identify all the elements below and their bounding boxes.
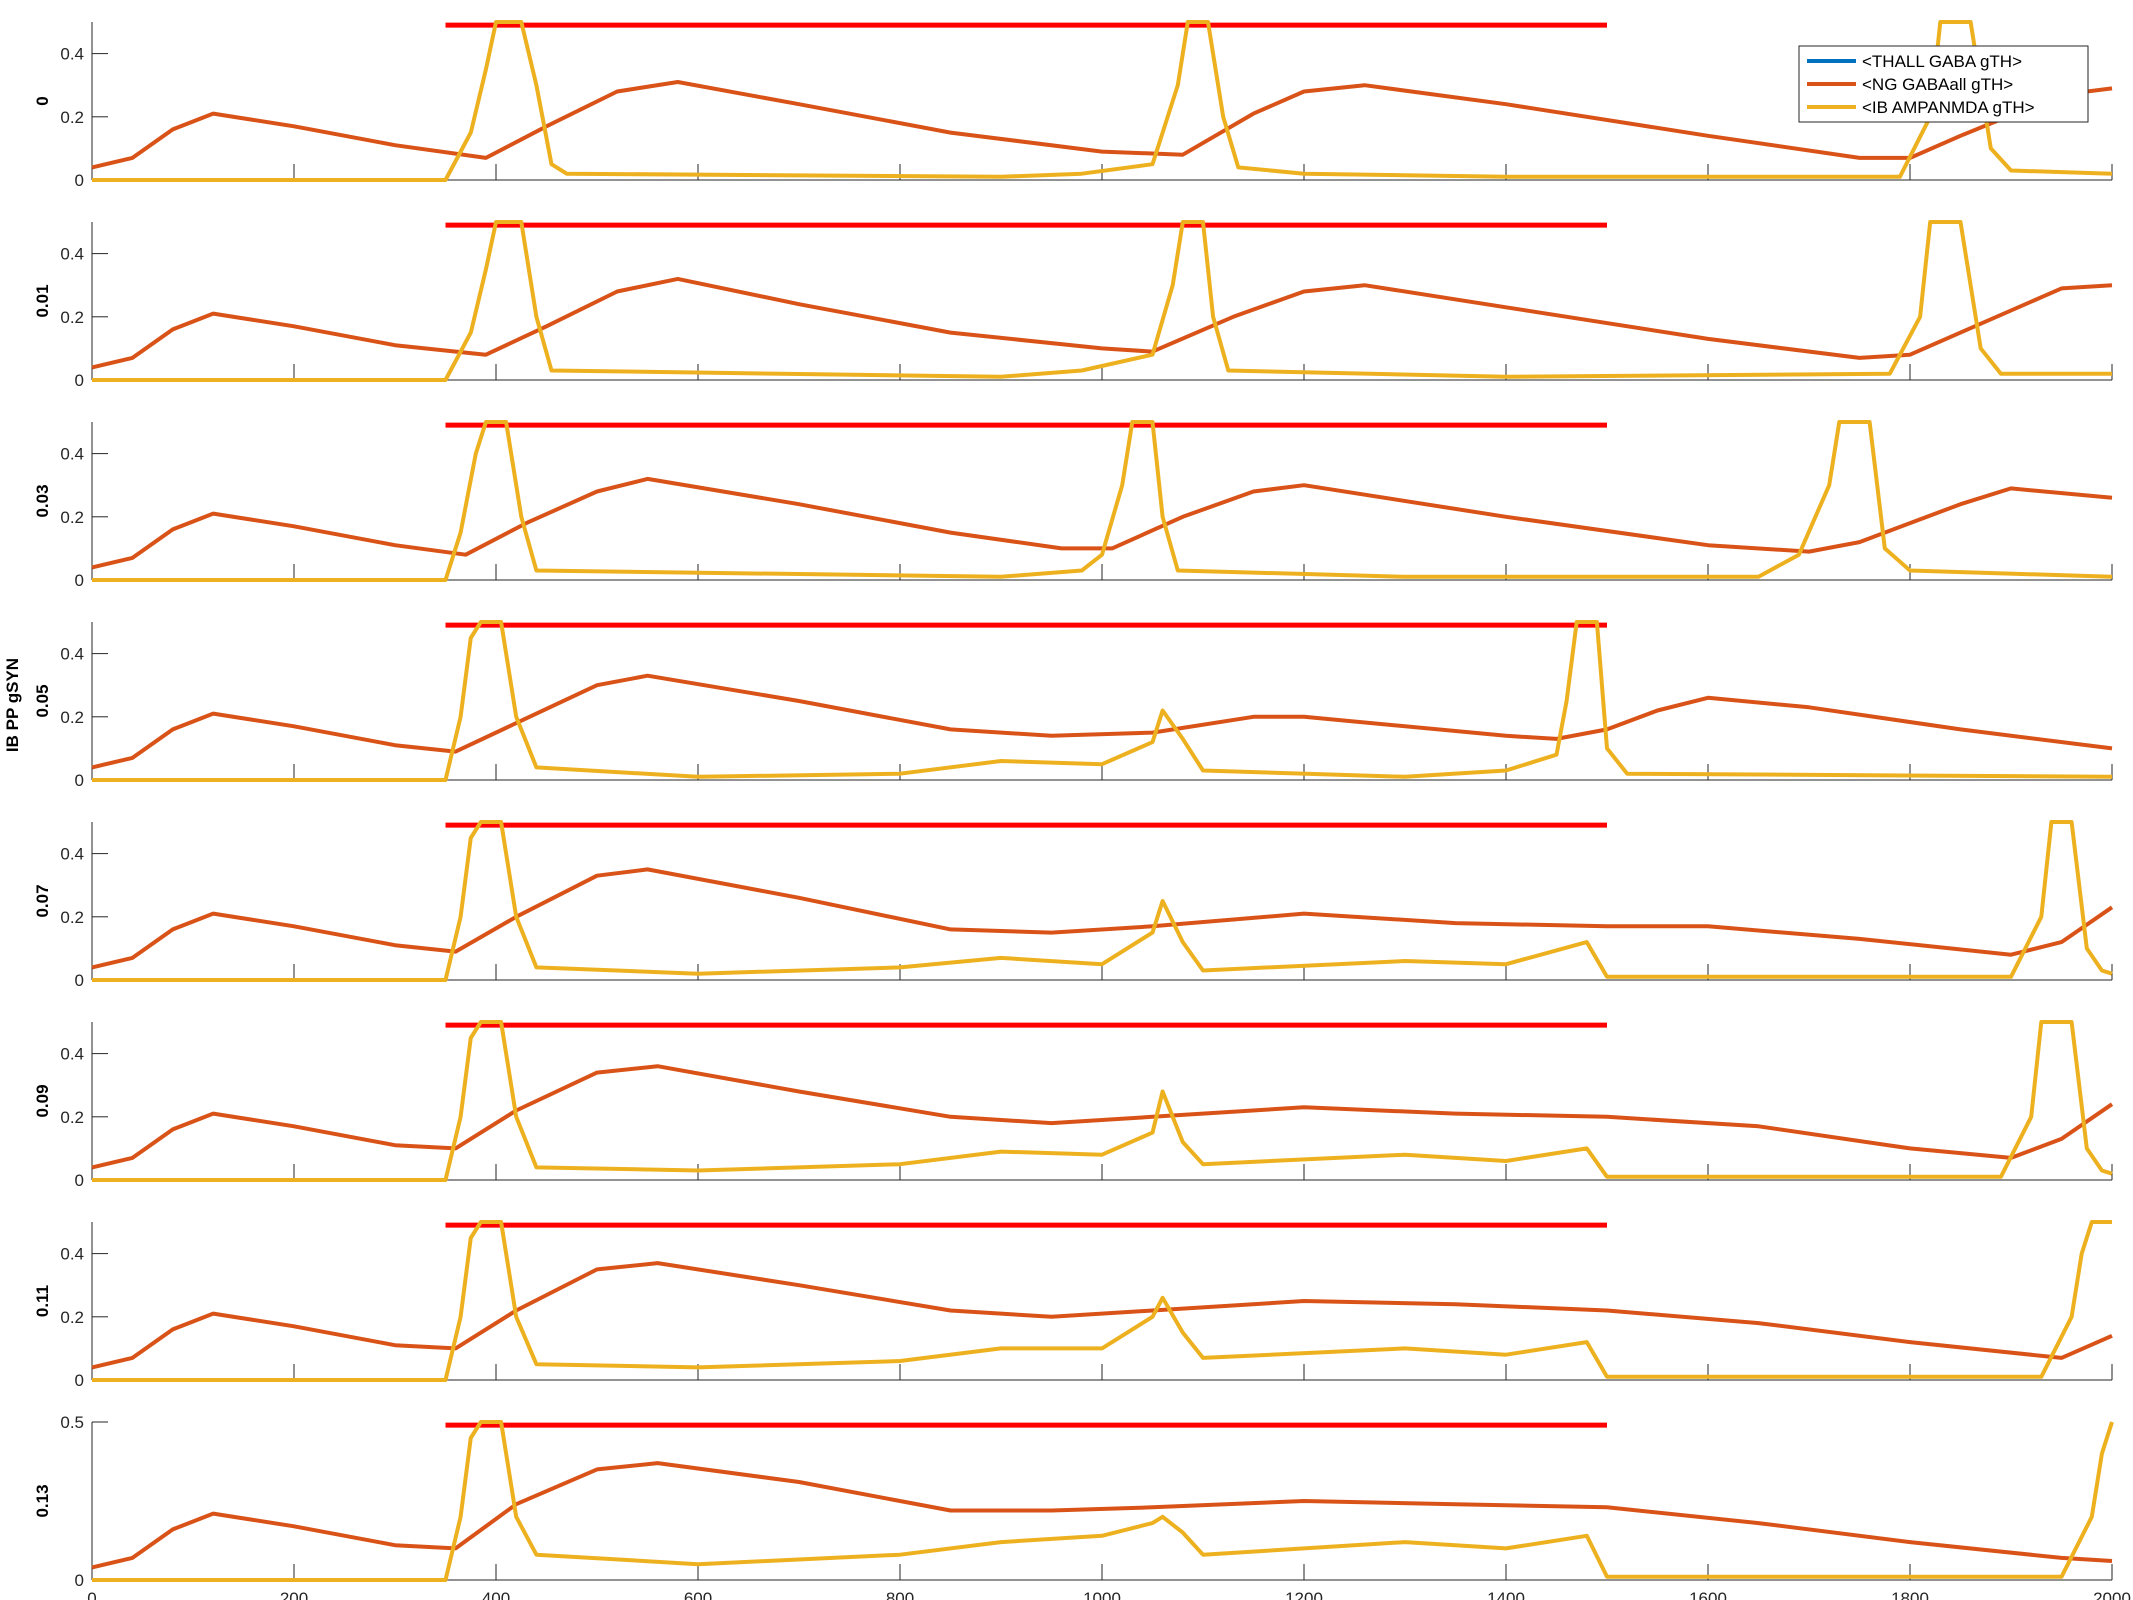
series-line — [92, 1420, 2114, 1582]
series-line — [92, 620, 2113, 782]
y-tick-label: 0 — [75, 171, 84, 190]
panel-label: 0.13 — [33, 1484, 52, 1517]
panel-3: 0 0.2 0.4 0.05 — [33, 620, 2113, 790]
series-line — [91, 276, 2113, 370]
x-tick-label: 1000 — [1083, 1589, 1121, 1600]
panel-label: 0.11 — [33, 1285, 52, 1317]
y-tick-label: 0.4 — [60, 45, 84, 64]
panel-label: 0.03 — [33, 484, 52, 517]
panel-6: 0 0.2 0.4 0.11 — [33, 1220, 2113, 1390]
panels: 00.20.4000.20.40.0100.20.40.0300.20.40.0… — [33, 20, 2131, 1600]
legend-label: <THALL GABA gTH> — [1862, 52, 2022, 71]
legend-label: <IB AMPANMDA gTH> — [1862, 98, 2035, 117]
series-line — [91, 476, 2113, 570]
y-tick-label: 0.4 — [60, 445, 84, 464]
y-tick-label: 0.4 — [60, 845, 84, 864]
y-tick-label: 0.2 — [60, 708, 84, 727]
series-line — [91, 1261, 2113, 1370]
y-tick-label: 0 — [75, 1171, 84, 1190]
series-line — [92, 420, 2113, 582]
y-tick-label: 0 — [75, 1571, 84, 1590]
series-line — [91, 1461, 2113, 1570]
series-line — [92, 1220, 2112, 1382]
panel-label: 0.07 — [33, 884, 52, 917]
x-tick-label: 1200 — [1285, 1589, 1323, 1600]
panel-label: 0 — [33, 96, 52, 105]
x-tick-label: 2000 — [2093, 1589, 2131, 1600]
x-tick-label: 600 — [684, 1589, 712, 1600]
y-tick-label: 0.2 — [60, 1108, 84, 1127]
series-line — [92, 20, 2113, 182]
panel-5: 0 0.2 0.4 0.09 — [33, 1020, 2114, 1190]
y-tick-label: 0.2 — [60, 508, 84, 527]
legend-label: <NG GABAall gTH> — [1862, 75, 2013, 94]
y-tick-label: 0 — [75, 571, 84, 590]
y-tick-label: 0.2 — [60, 308, 84, 327]
panel-0: 0 0.2 0.4 0 — [33, 20, 2113, 190]
x-tick-label: 200 — [280, 1589, 308, 1600]
y-tick-label: 0 — [75, 371, 84, 390]
panel-4: 0 0.2 0.4 0.07 — [33, 820, 2114, 990]
y-tick-label: 0 — [75, 1371, 84, 1390]
y-tick-label: 0.2 — [60, 908, 84, 927]
series-line — [91, 673, 2113, 770]
figure-ylabel: IB PP gSYN — [3, 658, 22, 752]
panel-1: 0 0.2 0.4 0.01 — [33, 220, 2113, 390]
series-line — [91, 80, 2113, 170]
panel-label: 0.05 — [33, 684, 52, 717]
series-line — [91, 867, 2114, 970]
series-line — [92, 1020, 2113, 1182]
y-tick-label: 0.5 — [60, 1413, 84, 1432]
y-tick-label: 0.4 — [60, 1245, 84, 1264]
x-tick-label: 1600 — [1689, 1589, 1727, 1600]
x-tick-label: 0 — [87, 1589, 96, 1600]
panel-2: 0 0.2 0.4 0.03 — [33, 420, 2113, 590]
y-tick-label: 0.2 — [60, 1308, 84, 1327]
series-line — [91, 1064, 2114, 1170]
x-tick-label: 400 — [482, 1589, 510, 1600]
y-tick-label: 0.4 — [60, 245, 84, 264]
series-line — [92, 820, 2113, 982]
legend: <THALL GABA gTH> <NG GABAall gTH> <IB AMPA… — [1798, 45, 2089, 123]
y-tick-label: 0.2 — [60, 108, 84, 127]
series-line — [92, 220, 2112, 382]
y-tick-label: 0.4 — [60, 645, 84, 664]
panel-label: 0.09 — [33, 1084, 52, 1117]
x-tick-label: 1400 — [1487, 1589, 1525, 1600]
x-tick-label: 800 — [886, 1589, 914, 1600]
x-tick-label: 1800 — [1891, 1589, 1929, 1600]
y-tick-label: 0.4 — [60, 1045, 84, 1064]
y-tick-label: 0 — [75, 771, 84, 790]
panel-label: 0.01 — [33, 284, 52, 317]
y-tick-label: 0 — [75, 971, 84, 990]
panel-7: 0 0.5 0.13 0 200 400 600 800 1000 1200 1400 1600 180… — [33, 1413, 2131, 1600]
